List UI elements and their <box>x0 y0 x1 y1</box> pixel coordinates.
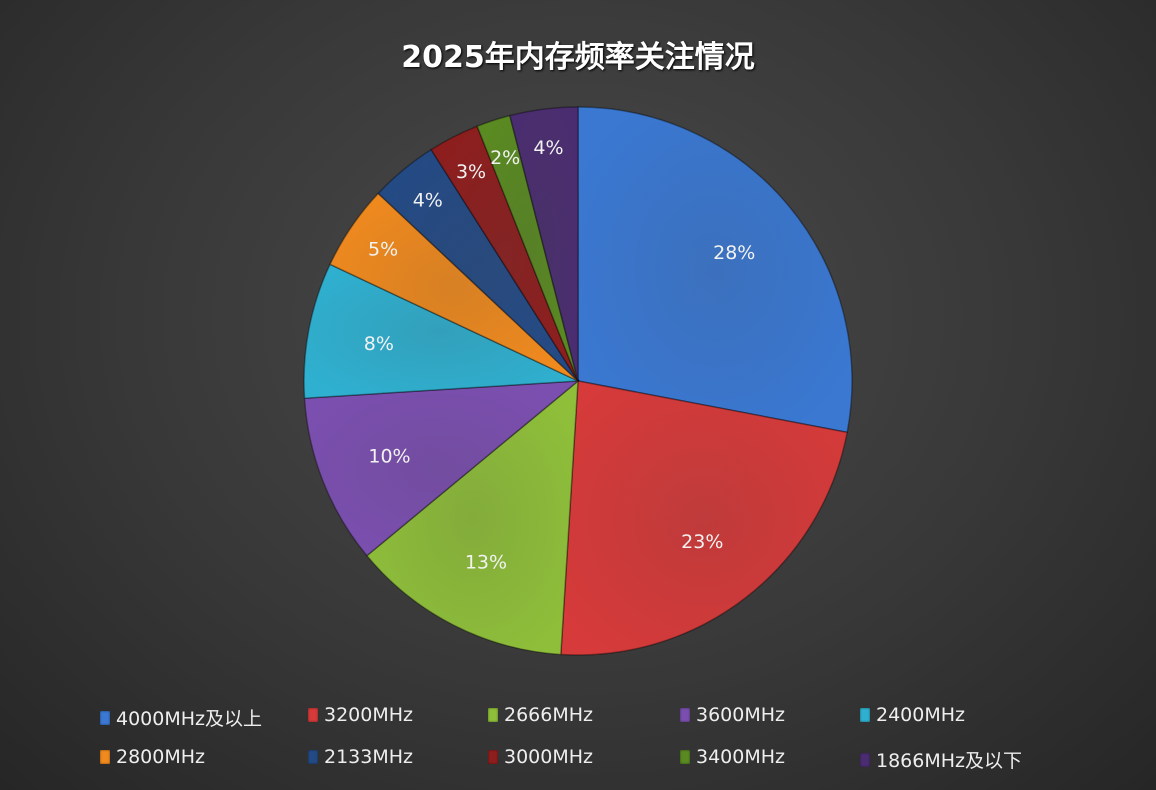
data-label: 28% <box>713 242 755 264</box>
pie-slice-1866MHz及以下 <box>508 106 579 382</box>
legend-item: 3200MHz <box>308 704 413 726</box>
legend-swatch <box>860 752 870 767</box>
legend-item: 3000MHz <box>488 746 593 768</box>
pie-slice-2400MHz <box>303 263 579 400</box>
legend-item: 4000MHz及以上 <box>100 704 262 731</box>
legend-label: 4000MHz及以上 <box>116 708 263 730</box>
legend-swatch <box>860 708 870 722</box>
legend-item: 2133MHz <box>308 746 413 768</box>
legend-item: 2800MHz <box>100 746 205 768</box>
pie-slice-3000MHz <box>430 125 579 382</box>
legend-label: 2666MHz <box>504 704 594 726</box>
legend-label: 3600MHz <box>696 704 786 726</box>
legend-swatch <box>488 750 498 764</box>
data-label: 3% <box>456 161 486 183</box>
legend-swatch <box>680 750 690 764</box>
legend-item: 2666MHz <box>488 704 593 726</box>
data-label: 23% <box>681 531 723 553</box>
legend-label: 2400MHz <box>876 704 966 726</box>
legend-swatch <box>488 708 498 722</box>
pie-slice-3600MHz <box>303 380 581 557</box>
legend-label: 1866MHz及以下 <box>876 750 1023 772</box>
pie-slice-2133MHz <box>377 148 579 382</box>
data-label: 4% <box>413 189 443 211</box>
legend-item: 3600MHz <box>680 704 785 726</box>
pie-slice-3400MHz <box>476 114 579 382</box>
pie-slice-3200MHz <box>559 380 849 656</box>
legend-item: 2400MHz <box>860 704 965 726</box>
legend-swatch <box>308 708 318 722</box>
pie-chart: 28% 23% 13% 10% 8% 5% 4% 3%2% 4% <box>303 106 853 656</box>
legend-label: 3200MHz <box>324 704 414 726</box>
data-label: 13% <box>465 552 507 574</box>
legend-item: 1866MHz及以下 <box>860 746 1022 773</box>
legend-swatch <box>100 750 110 764</box>
legend-item: 3400MHz <box>680 746 785 768</box>
chart-title: 2025年内存频率关注情况 <box>401 40 755 75</box>
legend-swatch <box>100 710 110 725</box>
legend-label: 2133MHz <box>324 746 414 768</box>
data-label: 4% <box>533 137 563 159</box>
data-label: 2% <box>490 147 520 169</box>
data-label: 8% <box>364 333 394 355</box>
legend-swatch <box>308 750 318 764</box>
data-label: 10% <box>368 446 410 468</box>
legend-label: 3000MHz <box>504 746 594 768</box>
pie-slice-2666MHz <box>365 379 579 656</box>
legend-swatch <box>680 708 690 722</box>
legend-label: 2800MHz <box>116 746 206 768</box>
data-label: 5% <box>368 239 398 261</box>
legend-label: 3400MHz <box>696 746 786 768</box>
pie-slice-4000MHz及以上 <box>577 106 853 434</box>
pie-slice-2800MHz <box>329 192 579 382</box>
